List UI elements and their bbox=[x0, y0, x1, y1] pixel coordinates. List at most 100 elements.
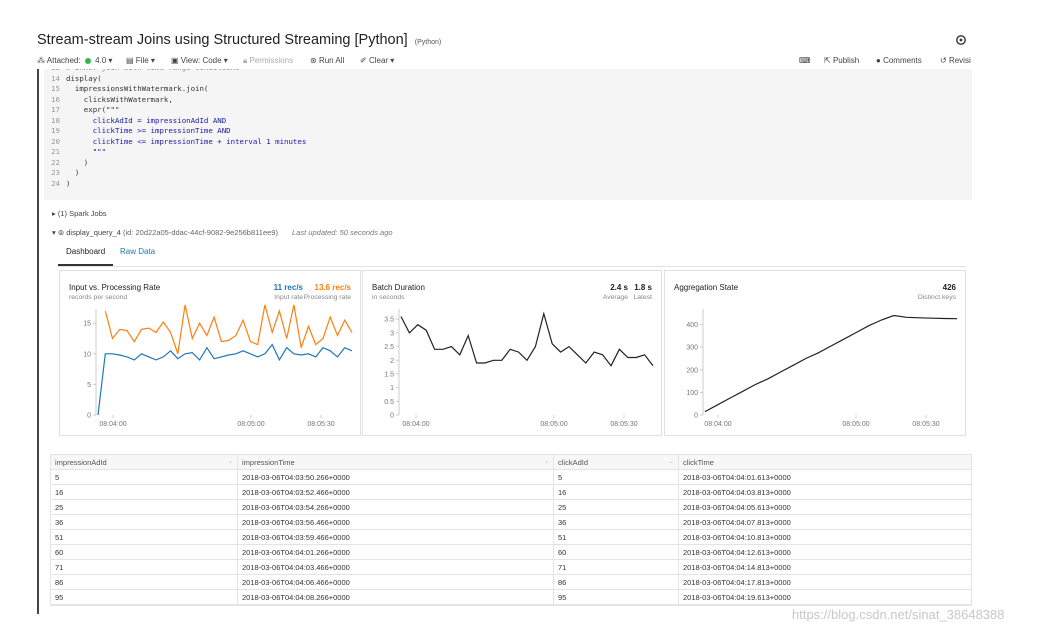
code-line: 18 clickAdId = impressionAdId AND bbox=[44, 116, 226, 126]
table-row: 51 2018-03-06T04:03:59.466+0000 51 2018-03-… bbox=[51, 530, 971, 545]
chevron-right-icon: ▸ bbox=[52, 209, 56, 218]
code-text: ) bbox=[66, 168, 80, 177]
line-number: 19 bbox=[51, 126, 60, 135]
code-text: impressionsWithWatermark.join( bbox=[66, 84, 209, 93]
code-line: 14 display( bbox=[44, 74, 102, 84]
spark-jobs-toggle[interactable]: ▸ (1) Spark Jobs bbox=[52, 209, 107, 218]
column-header-label: clickTime bbox=[683, 458, 714, 467]
table-row: 95 2018-03-06T04:04:08.266+0000 95 2018-03-… bbox=[51, 590, 971, 605]
sort-chevron-icon[interactable]: ⌄ bbox=[668, 459, 674, 465]
rate-chart: 0 5 10 15 08:04:00 08:05:00 08:05:30 bbox=[83, 304, 353, 428]
aggregation-panel-title: Aggregation State bbox=[674, 283, 739, 292]
table-cell: 25 bbox=[554, 500, 679, 515]
y-tick-label: 400 bbox=[686, 322, 698, 329]
run-all-button[interactable]: ⊛ Run All bbox=[310, 56, 344, 65]
series-line bbox=[704, 314, 958, 413]
keyboard-icon[interactable]: ⌨ bbox=[799, 56, 811, 65]
table-cell: 86 bbox=[51, 575, 238, 590]
y-tick-label: 2 bbox=[390, 358, 394, 365]
share-icon: ⇱ bbox=[824, 56, 831, 65]
code-text: ) bbox=[66, 157, 89, 167]
table-cell: 60 bbox=[51, 545, 238, 560]
line-number: 22 bbox=[51, 157, 60, 167]
clear-menu[interactable]: ✐ Clear ▾ bbox=[360, 56, 395, 65]
table-cell: 2018-03-06T04:03:50.266+0000 bbox=[238, 470, 554, 485]
table-cell: 2018-03-06T04:04:01.613+0000 bbox=[683, 473, 791, 482]
chart-axes: 0 0.5 1 1.5 2 2.5 3 3.5 08:04:00 08:05:00 08:05:30 bbox=[384, 309, 638, 428]
comments-button[interactable]: ● Comments bbox=[876, 56, 922, 65]
table-row: 86 2018-03-06T04:04:06.466+0000 86 2018-03-… bbox=[51, 575, 971, 590]
table-cell: 2018-03-06T04:04:03.466+0000 bbox=[238, 560, 554, 575]
table-cell: 71 bbox=[51, 560, 238, 575]
code-line: 19 clickTime >= impressionTime AND bbox=[44, 126, 231, 136]
file-icon: ▤ bbox=[126, 56, 134, 65]
rate-panel: Input vs. Processing Rate records per se… bbox=[59, 270, 361, 436]
y-tick-label: 0 bbox=[390, 413, 394, 420]
table-cell: 51 bbox=[51, 530, 238, 545]
processing-rate-value: 13.6 rec/s bbox=[314, 283, 351, 292]
revision-history-button[interactable]: ↺ Revisi bbox=[940, 56, 971, 65]
table-cell: 95 bbox=[51, 590, 238, 605]
tab-raw-data[interactable]: Raw Data bbox=[120, 247, 156, 256]
code-text: # Inner join with time range conditions bbox=[66, 69, 240, 72]
table-cell: 5 bbox=[554, 470, 679, 485]
code-line: 21 """ bbox=[44, 147, 106, 157]
column-header-label: impressionAdId bbox=[55, 458, 107, 467]
gear-icon[interactable] bbox=[955, 34, 967, 46]
table-cell: 2018-03-06T04:03:56.466+0000 bbox=[238, 515, 554, 530]
chevron-down-icon: ▾ bbox=[52, 228, 56, 237]
column-header[interactable]: clickTime bbox=[679, 455, 973, 470]
x-tick-label: 08:05:30 bbox=[912, 421, 939, 428]
chart-axes: 0 5 10 15 08:04:00 08:05:00 08:05:30 bbox=[83, 309, 335, 428]
query-id: (id: 20d22a05-ddac-44cf-9082-9e256b811ee… bbox=[122, 228, 278, 237]
code-cell[interactable]: 13 # Inner join with time range condition… bbox=[44, 69, 972, 200]
column-header[interactable]: impressionTime ⌄ bbox=[238, 455, 554, 470]
view-menu[interactable]: ▣ View: Code ▾ bbox=[171, 56, 228, 65]
x-tick-label: 08:05:30 bbox=[610, 421, 637, 428]
table-row: 71 2018-03-06T04:04:03.466+0000 71 2018-03-… bbox=[51, 560, 971, 575]
run-all-label: Run All bbox=[318, 56, 345, 65]
revision-label: Revisi bbox=[948, 56, 971, 65]
comment-icon: ● bbox=[876, 56, 881, 65]
publish-button[interactable]: ⇱ Publish bbox=[824, 56, 859, 65]
comments-label: Comments bbox=[883, 56, 922, 65]
table-cell: 5 bbox=[51, 470, 238, 485]
aggregation-panel: Aggregation State 426 Distinct keys 0 100… bbox=[664, 270, 966, 436]
cluster-status-dot bbox=[84, 57, 91, 64]
table-row: 36 2018-03-06T04:03:56.466+0000 36 2018-03-… bbox=[51, 515, 971, 530]
lock-icon: 🔒︎ bbox=[243, 56, 248, 65]
query-name: display_query_4 bbox=[66, 228, 121, 237]
rate-panel-subtitle: records per second bbox=[69, 294, 128, 301]
table-cell: 2018-03-06T04:04:08.266+0000 bbox=[238, 590, 554, 605]
code-line: 22 ) bbox=[44, 158, 88, 168]
tab-dashboard[interactable]: Dashboard bbox=[66, 247, 106, 256]
y-tick-label: 10 bbox=[83, 351, 91, 358]
permissions-button[interactable]: 🔒︎ Permissions bbox=[243, 56, 293, 66]
notebook-title: Stream-stream Joins using Structured Str… bbox=[37, 32, 441, 48]
x-tick-label: 08:05:00 bbox=[842, 421, 869, 428]
code-text: clickTime <= impressionTime + interval 1… bbox=[66, 136, 307, 146]
x-tick-label: 08:05:00 bbox=[237, 421, 264, 428]
sort-chevron-icon[interactable]: ⌄ bbox=[227, 459, 233, 465]
column-header[interactable]: clickAdId ⌄ bbox=[554, 455, 679, 470]
x-tick-label: 08:05:00 bbox=[540, 421, 567, 428]
column-header[interactable]: impressionAdId ⌄ bbox=[51, 455, 238, 470]
x-tick-label: 08:04:00 bbox=[704, 421, 731, 428]
file-menu[interactable]: ▤ File ▾ bbox=[126, 56, 155, 65]
line-number: 16 bbox=[51, 94, 60, 104]
y-tick-label: 3.5 bbox=[384, 317, 394, 324]
column-header-label: clickAdId bbox=[558, 458, 589, 467]
spark-jobs-label: (1) Spark Jobs bbox=[57, 209, 107, 218]
table-cell: 16 bbox=[51, 485, 238, 500]
stream-query-header[interactable]: ▾ ⊚ display_query_4 (id: 20d22a05-ddac-4… bbox=[52, 228, 393, 237]
sort-chevron-icon[interactable]: ⌄ bbox=[543, 459, 549, 465]
table-cell: 36 bbox=[51, 515, 238, 530]
line-number: 17 bbox=[51, 105, 60, 114]
input-rate-value: 11 rec/s bbox=[273, 283, 303, 292]
line-number: 13 bbox=[44, 69, 60, 73]
table-cell: 86 bbox=[554, 575, 679, 590]
cell-focus-bar bbox=[37, 69, 39, 614]
attached-cluster-menu[interactable]: ⁂ Attached: 4.0 ▾ bbox=[37, 56, 113, 65]
notebook-toolbar: ⁂ Attached: 4.0 ▾ ▤ File ▾ ▣ View: Code … bbox=[37, 56, 974, 69]
batch-panel-subtitle: in seconds bbox=[372, 294, 405, 301]
